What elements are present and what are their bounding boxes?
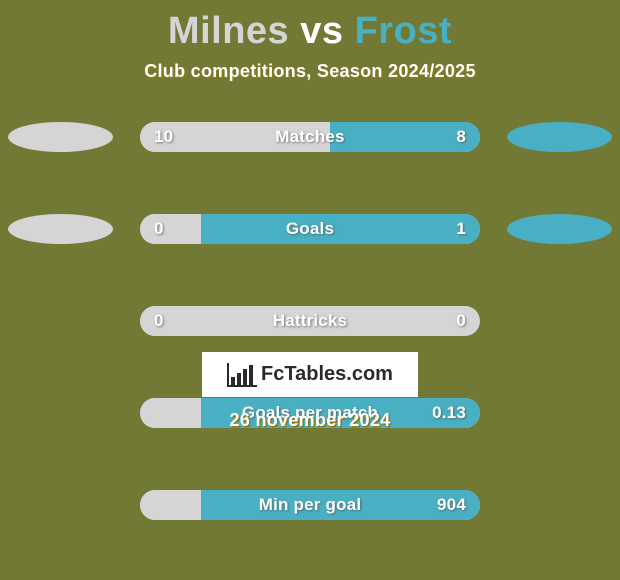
stat-value-player1: 0 bbox=[154, 214, 164, 244]
source-logo: FcTables.com bbox=[202, 352, 418, 397]
subtitle: Club competitions, Season 2024/2025 bbox=[0, 61, 620, 82]
stat-label: Matches bbox=[140, 122, 480, 152]
stat-bar: Min per goal904 bbox=[140, 490, 480, 520]
comparison-infographic: Milnes vs Frost Club competitions, Seaso… bbox=[0, 0, 620, 580]
stat-bar: Hattricks0 0 bbox=[140, 306, 480, 336]
stat-value-player1: 0 bbox=[154, 306, 164, 336]
logo-inner: FcTables.com bbox=[227, 363, 393, 387]
player1-ellipse bbox=[8, 122, 113, 152]
stat-label: Min per goal bbox=[140, 490, 480, 520]
player2-ellipse bbox=[507, 122, 612, 152]
stat-row: Min per goal904 bbox=[0, 490, 620, 520]
stat-bar: Matches10 8 bbox=[140, 122, 480, 152]
stat-value-player2: 904 bbox=[437, 490, 466, 520]
stat-value-player1: 10 bbox=[154, 122, 173, 152]
logo-text-plain: Fc bbox=[261, 363, 284, 385]
title-player1: Milnes bbox=[168, 10, 289, 52]
date-line: 26 november 2024 bbox=[0, 410, 620, 431]
stat-label: Hattricks bbox=[140, 306, 480, 336]
logo-text-bold: Tables bbox=[284, 363, 346, 385]
stat-bar: Goals0 1 bbox=[140, 214, 480, 244]
stat-label: Goals bbox=[140, 214, 480, 244]
stats-area: Matches108Goals01Hattricks00Goals per ma… bbox=[0, 122, 620, 352]
logo-text-suffix: .com bbox=[346, 363, 393, 385]
title-vs: vs bbox=[300, 10, 343, 52]
player2-ellipse bbox=[507, 214, 612, 244]
player1-ellipse bbox=[8, 214, 113, 244]
stat-row: Matches10 8 bbox=[0, 122, 620, 152]
page-title: Milnes vs Frost bbox=[0, 0, 620, 53]
logo-text: FcTables.com bbox=[261, 363, 393, 386]
stat-value-player2: 8 bbox=[456, 122, 466, 152]
title-player2: Frost bbox=[355, 10, 453, 52]
stat-row: Hattricks0 0 bbox=[0, 306, 620, 336]
stat-row: Goals0 1 bbox=[0, 214, 620, 244]
stat-value-player2: 1 bbox=[456, 214, 466, 244]
barchart-icon bbox=[227, 363, 257, 387]
stat-value-player2: 0 bbox=[456, 306, 466, 336]
